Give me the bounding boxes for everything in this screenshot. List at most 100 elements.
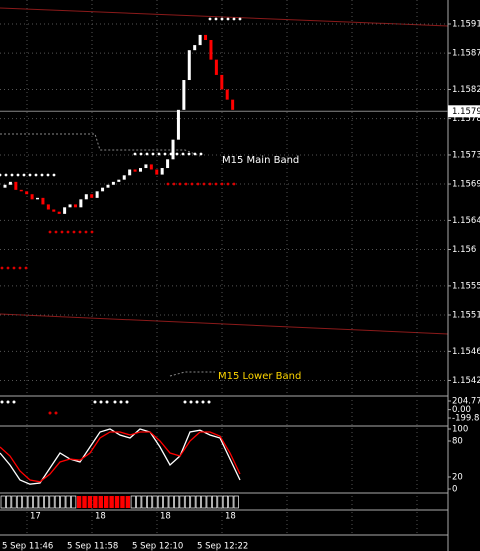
candle-body xyxy=(79,199,83,208)
state-bar xyxy=(49,495,55,509)
x-tick-label: 5 Sep 12:22 xyxy=(197,542,248,551)
signal-dot xyxy=(54,411,58,415)
state-bar xyxy=(190,495,196,509)
period-label: 18 xyxy=(225,512,236,522)
signal-dot xyxy=(105,400,109,404)
signal-dot xyxy=(40,173,44,177)
candle-body xyxy=(8,181,12,185)
state-bar xyxy=(130,495,136,509)
oscillator-line xyxy=(0,431,241,483)
candle-body xyxy=(52,209,56,212)
signal-dot xyxy=(60,230,64,234)
signal-dot xyxy=(190,182,194,186)
signal-dot xyxy=(66,230,70,234)
signal-dot xyxy=(232,17,236,21)
candle-body xyxy=(73,204,77,208)
signal-dot xyxy=(22,173,26,177)
y-tick-label: 1.156 xyxy=(452,245,476,255)
current-price-box xyxy=(448,105,480,118)
decor xyxy=(0,0,449,551)
candle-body xyxy=(111,181,115,185)
signal-dot xyxy=(78,230,82,234)
signal-dot xyxy=(0,173,2,177)
signal-dot xyxy=(84,230,88,234)
state-bar xyxy=(125,496,131,508)
signal-dot xyxy=(214,182,218,186)
candle-body xyxy=(106,184,110,188)
candle-body xyxy=(204,34,208,41)
state-bar xyxy=(65,495,71,509)
signal-dot xyxy=(12,400,16,404)
signal-dot xyxy=(93,400,97,404)
signal-dot xyxy=(0,400,4,404)
period-label: 18 xyxy=(160,512,171,522)
signal-dot xyxy=(48,230,52,234)
y-tick-label: 1.1555 xyxy=(452,281,480,291)
y-tick-label: 1.1542 xyxy=(452,376,480,386)
signal-dot xyxy=(6,400,10,404)
y-tick-label: 1.1564 xyxy=(452,216,480,226)
signal-dot xyxy=(207,400,211,404)
candle-body xyxy=(25,191,29,195)
x-tick-label: 5 Sep 11:46 xyxy=(2,542,53,551)
y-tick-label: 1.1587 xyxy=(452,49,480,59)
signal-dot xyxy=(187,152,191,156)
signal-dot xyxy=(238,17,242,21)
candle-body xyxy=(36,197,40,200)
y-tick-label: 1.1582 xyxy=(452,85,480,95)
candle-body xyxy=(19,189,23,192)
candle-body xyxy=(187,50,191,81)
candle-body xyxy=(3,184,7,188)
signal-dot xyxy=(208,17,212,21)
candle-body xyxy=(46,204,50,210)
signal-dot xyxy=(99,400,103,404)
signal-dot xyxy=(10,173,14,177)
signal-dot xyxy=(169,152,173,156)
y-tick-label: 1.1578 xyxy=(452,114,480,124)
candle-body xyxy=(149,164,153,170)
candle-body xyxy=(171,139,175,160)
candle-body xyxy=(133,169,137,172)
state-bar xyxy=(76,496,82,508)
state-bar xyxy=(71,495,77,509)
signal-dot xyxy=(163,152,167,156)
signal-dot xyxy=(119,400,123,404)
signal-dot xyxy=(184,182,188,186)
candle-body xyxy=(90,194,94,198)
signal-dot xyxy=(90,230,94,234)
y-tick-label: 1.1546 xyxy=(452,347,480,357)
signal-dot xyxy=(54,230,58,234)
signal-dot xyxy=(18,266,22,270)
period-label: 17 xyxy=(30,512,41,522)
signal-dot xyxy=(6,266,10,270)
candle-body xyxy=(214,59,218,75)
signal-dot xyxy=(72,230,76,234)
state-bar xyxy=(22,495,28,509)
signal-dot xyxy=(172,182,176,186)
state-bar xyxy=(233,495,239,509)
signal-dot xyxy=(139,152,143,156)
state-bar xyxy=(11,495,17,509)
signal-dot xyxy=(220,182,224,186)
state-bar xyxy=(168,495,174,509)
state-bar xyxy=(217,495,223,509)
signal-dot xyxy=(226,17,230,21)
state-bar xyxy=(16,495,23,509)
state-bar xyxy=(201,495,207,509)
candle-body xyxy=(117,179,121,182)
state-bar xyxy=(146,495,153,509)
signal-dot xyxy=(16,173,20,177)
state-bar xyxy=(184,495,191,509)
candle-body xyxy=(128,169,132,176)
y-tick-label: 1.1569 xyxy=(452,180,480,190)
y-tick-label: 0.00 xyxy=(452,405,471,415)
state-bar xyxy=(174,495,180,509)
signal-dot xyxy=(133,152,137,156)
candle-body xyxy=(139,168,142,172)
signal-dot xyxy=(202,182,206,186)
y-tick-label: 1.1551 xyxy=(452,310,480,320)
signal-dot xyxy=(193,152,197,156)
signal-dot xyxy=(201,400,205,404)
signal-dot xyxy=(195,400,199,404)
